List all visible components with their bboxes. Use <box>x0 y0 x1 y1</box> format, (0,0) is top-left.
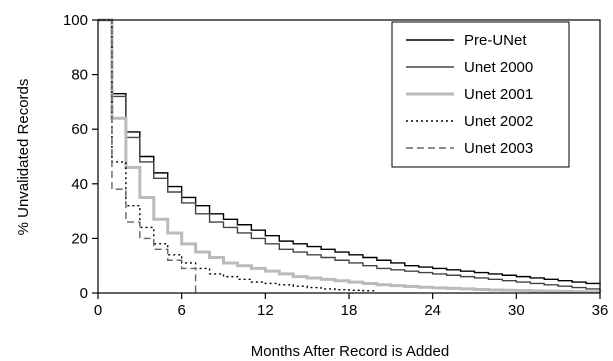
y-tick-label: 20 <box>71 230 88 247</box>
legend-label: Unet 2000 <box>464 59 533 76</box>
x-tick-label: 12 <box>257 302 274 319</box>
series-layer <box>98 18 602 294</box>
y-tick-label: 80 <box>71 67 88 84</box>
x-tick-label: 30 <box>508 302 525 319</box>
y-tick-label: 40 <box>71 176 88 193</box>
x-axis-title: Months After Record is Added <box>251 343 449 360</box>
legend-label: Unet 2002 <box>464 113 533 130</box>
x-tick-label: 0 <box>94 302 102 319</box>
series-line-5 <box>98 19 197 293</box>
legend-label: Unet 2001 <box>464 86 533 103</box>
legend-label: Pre-UNet <box>464 32 527 49</box>
x-tick-label: 24 <box>424 302 441 319</box>
y-tick-label: 60 <box>71 121 88 138</box>
y-axis-title: % Unvalidated Records <box>15 79 32 236</box>
y-tick-label: 100 <box>63 12 88 29</box>
x-tick-label: 18 <box>341 302 358 319</box>
series-line-3 <box>98 18 602 294</box>
x-tick-label: 6 <box>177 302 185 319</box>
x-tick-label: 36 <box>592 302 609 319</box>
series-line-2 <box>98 19 601 291</box>
y-tick-label: 0 <box>80 285 88 302</box>
tick-layer: 0 6 12 18 24 30 36 0 20 40 60 80 100 <box>63 12 608 319</box>
legend: Pre-UNet Unet 2000 Unet 2001 Unet 2002 Unet … <box>391 21 570 168</box>
legend-label: Unet 2003 <box>464 140 533 157</box>
series-line-4 <box>98 19 377 292</box>
